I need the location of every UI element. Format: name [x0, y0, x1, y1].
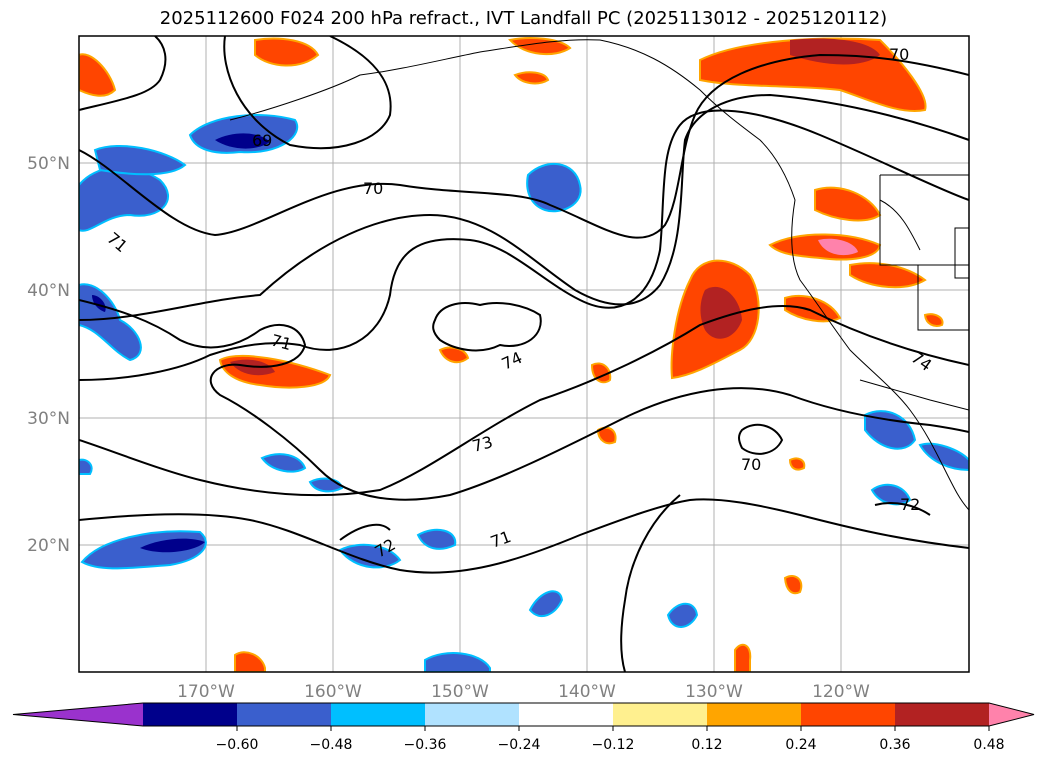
- colorbar-tick-label: 0.48: [973, 737, 1004, 753]
- lon-label: 140°W: [558, 682, 616, 702]
- contour-label: 70: [889, 45, 909, 64]
- refractivity-contours: [79, 36, 969, 672]
- lat-label: 20°N: [27, 536, 70, 556]
- colorbar-segment: [801, 703, 896, 726]
- colorbar-tick-label: −0.24: [498, 737, 541, 753]
- colorbar-outline: [12, 702, 1035, 727]
- contour-label: 70: [363, 179, 383, 198]
- colorbar-segment: [707, 703, 802, 726]
- colorbar-segment: [895, 703, 990, 726]
- lon-label: 170°W: [177, 682, 235, 702]
- colorbar-segment: [237, 703, 332, 726]
- contour-label: 70: [741, 455, 761, 474]
- colorbar-extend-high: [989, 703, 1034, 726]
- colorbar-tick-label: −0.60: [216, 737, 259, 753]
- lat-label: 50°N: [27, 154, 70, 174]
- map-title: 2025112600 F024 200 hPa refract., IVT La…: [159, 8, 888, 29]
- map-frame: [78, 35, 970, 673]
- contour-label: 72: [900, 495, 920, 514]
- colorbar-segment: [425, 703, 520, 726]
- colorbar: −0.60 −0.48 −0.36 −0.24 −0.12 0.12 0.24 0.36 0.4…: [12, 702, 1035, 753]
- lon-label: 150°W: [431, 682, 489, 702]
- colorbar-tick-label: 0.24: [785, 737, 816, 753]
- lat-label: 40°N: [27, 281, 70, 301]
- lon-label: 160°W: [304, 682, 362, 702]
- colorbar-extend-low: [13, 703, 143, 726]
- colorbar-segment: [519, 703, 614, 726]
- longitude-labels: 170°W 160°W 150°W 140°W 130°W 120°W: [177, 682, 870, 702]
- colorbar-tick-label: −0.48: [310, 737, 353, 753]
- lon-label: 120°W: [812, 682, 870, 702]
- lon-label: 130°W: [685, 682, 743, 702]
- colorbar-segment: [143, 703, 238, 726]
- colorbar-tick-label: 0.12: [691, 737, 722, 753]
- colorbar-segment: [331, 703, 426, 726]
- colorbar-tick-label: 0.36: [879, 737, 910, 753]
- colorbar-segment: [613, 703, 708, 726]
- colorbar-tick-label: −0.12: [592, 737, 635, 753]
- colorbar-tick-label: −0.36: [404, 737, 447, 753]
- latitude-labels: 50°N 40°N 30°N 20°N: [27, 154, 70, 556]
- coastlines: [229, 39, 969, 511]
- lat-label: 30°N: [27, 409, 70, 429]
- contour-label: 73: [470, 432, 495, 456]
- contour-label: 69: [252, 131, 272, 150]
- contour-label: 71: [269, 331, 294, 355]
